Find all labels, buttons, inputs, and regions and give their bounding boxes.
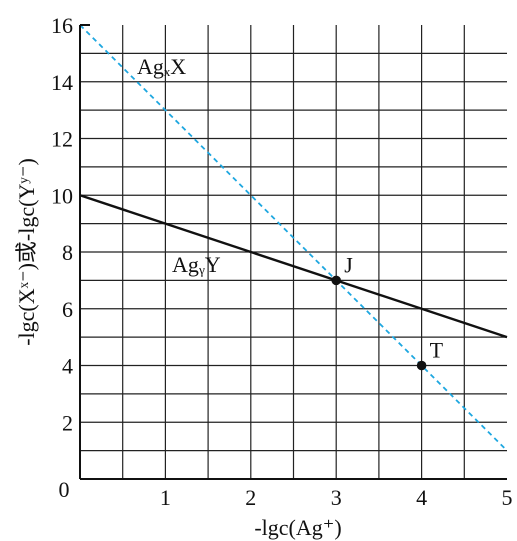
y-tick-label: 2 [62, 410, 73, 435]
axes-frame [79, 24, 507, 480]
y-tick-label: 8 [62, 240, 73, 265]
x-tick-label: 5 [502, 485, 513, 510]
marked-points: JT [331, 252, 444, 371]
y-axis-label: -lgc(Xˣ⁻)或-lgc(Yʸ⁻) [14, 158, 39, 346]
point-j-label: J [344, 252, 353, 277]
y-tick-label: 4 [62, 354, 73, 379]
series-line-0 [79, 24, 508, 452]
point-j-marker [331, 275, 342, 286]
point-t-label: T [430, 338, 444, 363]
x-tick-label: 3 [331, 485, 342, 510]
point-t-marker [416, 360, 427, 371]
x-tick-label: 2 [245, 485, 256, 510]
grid [80, 25, 507, 479]
y-tick-label: 12 [51, 127, 73, 152]
y-tick-label: 16 [51, 13, 73, 38]
series-label-agyy: AgᵧY [172, 252, 221, 277]
y-tick-label: 6 [62, 297, 73, 322]
series-label-agxx: AgₓX [137, 54, 186, 79]
y-tick-label: 10 [51, 183, 73, 208]
y-tick-label: 14 [51, 70, 73, 95]
x-tick-label: 1 [160, 485, 171, 510]
x-axis-label: -lgc(Ag⁺) [254, 515, 341, 540]
x-tick-labels: 0 1 2 3 4 5 [59, 477, 513, 510]
y-tick-labels: 2 4 6 8 10 12 14 16 [51, 13, 73, 435]
series-layer [79, 24, 508, 452]
series-line-1 [79, 194, 508, 339]
x-tick-label: 4 [416, 485, 427, 510]
x-tick-label: 0 [59, 477, 70, 502]
